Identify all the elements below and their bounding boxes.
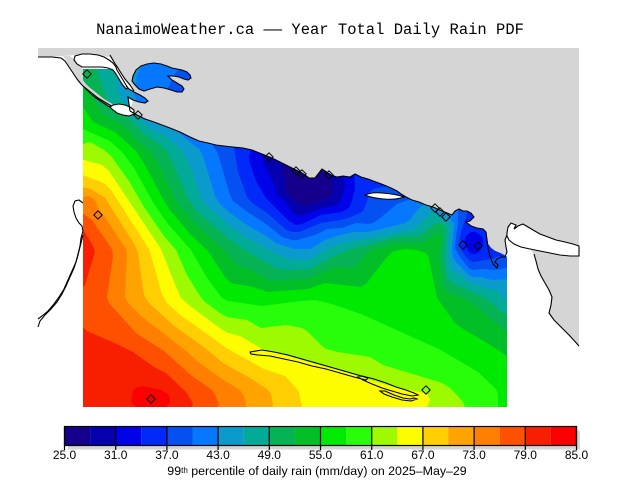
svg-text:73.0: 73.0	[462, 448, 486, 462]
svg-text:43.0: 43.0	[206, 448, 230, 462]
svg-text:25.0: 25.0	[53, 448, 77, 462]
svg-text:67.0: 67.0	[411, 448, 435, 462]
svg-text:49.0: 49.0	[258, 448, 282, 462]
svg-text:85.0: 85.0	[565, 448, 589, 462]
svg-text:99th percentile of daily rain: 99th percentile of daily rain (mm/day) o…	[167, 464, 467, 478]
svg-text:55.0: 55.0	[309, 448, 333, 462]
svg-text:79.0: 79.0	[514, 448, 538, 462]
svg-text:NanaimoWeather.ca —— Year Tota: NanaimoWeather.ca —— Year Total Daily Ra…	[96, 21, 524, 39]
svg-text:61.0: 61.0	[360, 448, 384, 462]
svg-text:31.0: 31.0	[104, 448, 128, 462]
svg-text:37.0: 37.0	[155, 448, 179, 462]
